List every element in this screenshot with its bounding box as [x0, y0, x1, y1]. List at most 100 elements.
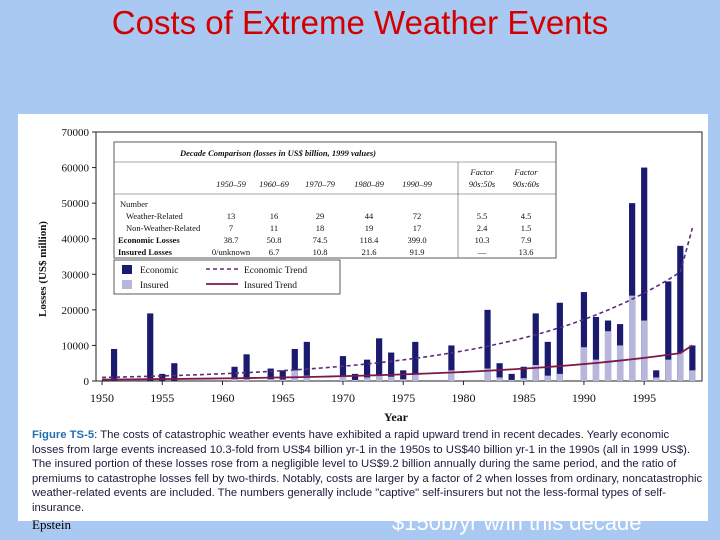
bar-economic-1987	[544, 341, 551, 381]
y-tick-label: 50000	[62, 198, 90, 210]
bar-economic-1971	[351, 373, 359, 381]
bar-economic-1997	[665, 281, 672, 381]
y-tick-label: 10000	[62, 340, 90, 352]
table-column-header: 1970–79	[305, 179, 336, 189]
decade-table: Decade Comparison (losses in US$ billion…	[113, 141, 557, 259]
table-factor-cell: 2.4	[477, 223, 488, 233]
y-tick-label: 20000	[62, 305, 90, 317]
table-frame	[113, 141, 557, 259]
table-cell: 13	[227, 211, 236, 221]
table-cell: 17	[413, 223, 422, 233]
bar-insured-1983	[496, 377, 503, 381]
bar-insured-1993	[616, 345, 624, 381]
bar-economic-1975	[400, 370, 407, 381]
insured-trend-line	[102, 344, 693, 381]
axes: 0100002000030000400005000060000700001950…	[62, 127, 703, 405]
x-tick-label: 1960	[211, 391, 235, 405]
losses-chart: 0100002000030000400005000060000700001950…	[37, 127, 703, 424]
bar-insured-1971	[351, 379, 359, 381]
table-column-header: 1950–59	[216, 179, 247, 189]
bar-economic-1986	[532, 313, 539, 381]
bar-economic-1999	[689, 345, 696, 381]
x-tick-label: 1980	[451, 391, 475, 405]
bar-economic-1951	[110, 348, 118, 381]
caption-lead: Figure TS-5	[32, 429, 95, 441]
bar-economic-1983	[496, 363, 503, 381]
table-row-label: Economic Losses	[118, 235, 180, 245]
bar-economic-1966	[291, 348, 298, 381]
legend-frame	[113, 259, 341, 295]
bar-economic-1954	[147, 313, 154, 381]
table-cell: 399.0	[407, 235, 426, 245]
bar-economic-1955	[159, 373, 166, 381]
bar-insured-1992	[604, 331, 612, 381]
bar-insured-1974	[388, 376, 395, 381]
table-cell: 16	[270, 211, 279, 221]
table-row-header: Number	[120, 199, 148, 209]
bar-insured-1970	[339, 376, 347, 381]
economic-trend-line	[102, 227, 694, 379]
y-tick-label: 0	[84, 376, 90, 388]
table-factor-header: Factor	[513, 167, 538, 177]
bar-economic-1967	[303, 341, 310, 381]
x-tick-label: 1970	[331, 391, 355, 405]
table-cell: 10.8	[313, 247, 328, 257]
x-axis-label: Year	[384, 410, 409, 424]
bar-insured-1979	[448, 370, 455, 381]
bar-insured-1976	[412, 373, 419, 381]
bar-economic-1964	[267, 368, 274, 381]
table-column-header: 1990–99	[402, 179, 433, 189]
table-cell: 6.7	[269, 247, 280, 257]
legend-swatch-economic	[122, 265, 132, 274]
figure-panel: 0 10000 20000 30000 40000 50000 60000 70000 1950…	[18, 114, 708, 521]
bar-insured-1962	[243, 379, 250, 381]
table-cell: 18	[316, 223, 325, 233]
table-factor-header: Factor	[469, 167, 494, 177]
bars	[110, 167, 696, 381]
bar-insured-1982	[484, 368, 491, 381]
y-tick-label: 70000	[62, 127, 90, 139]
bar-economic-1972	[363, 359, 371, 381]
x-tick-label: 1950	[90, 391, 114, 405]
bottom-statement: $150b/yr w/in this decade	[392, 510, 642, 535]
table-cell: 50.8	[267, 235, 282, 245]
caption-text: : The costs of catastrophic weather even…	[32, 429, 703, 514]
table-factor-header: 90s:50s	[469, 179, 496, 189]
bar-economic-1988	[556, 302, 563, 381]
x-tick-label: 1990	[572, 391, 596, 405]
figure-caption: Figure TS-5: The costs of catastrophic w…	[32, 428, 704, 516]
bar-insured-1987	[544, 375, 551, 381]
y-tick-label: 30000	[62, 269, 90, 281]
bar-economic-1985	[520, 366, 527, 381]
bar-economic-1990	[580, 292, 588, 381]
legend-label-insured: Insured	[140, 281, 169, 291]
table-cell: 74.5	[313, 235, 328, 245]
table-factor-cell: —	[477, 247, 487, 257]
table-factor-header: 90s:60s	[513, 179, 540, 189]
bar-insured-1972	[363, 377, 371, 381]
bar-insured-1997	[665, 359, 672, 381]
bar-insured-1967	[303, 375, 310, 381]
bar-insured-1994	[629, 295, 636, 381]
table-column-header: 1980–89	[354, 179, 385, 189]
bar-insured-1991	[592, 359, 600, 381]
table-title: Decade Comparison (losses in US$ billion…	[179, 148, 376, 158]
table-factor-cell: 1.5	[521, 223, 532, 233]
y-tick-label: 60000	[62, 163, 90, 175]
table-cell: 44	[365, 211, 374, 221]
table-row-label: Insured Losses	[118, 247, 173, 257]
table-cell: 11	[270, 223, 278, 233]
bar-economic-1970	[339, 356, 347, 381]
bar-economic-1976	[412, 341, 419, 381]
legend-swatch-insured	[122, 280, 132, 289]
bar-economic-1956	[171, 363, 178, 381]
trend-lines	[102, 227, 694, 381]
table-cell: 29	[316, 211, 325, 221]
bar-insured-1975	[400, 379, 407, 381]
bar-economic-1996	[653, 370, 660, 381]
bar-insured-1998	[677, 352, 684, 381]
bar-insured-1961	[231, 377, 238, 381]
bar-insured-1986	[532, 364, 539, 381]
author-credit: Epstein	[32, 517, 71, 532]
x-tick-label: 1975	[391, 391, 415, 405]
